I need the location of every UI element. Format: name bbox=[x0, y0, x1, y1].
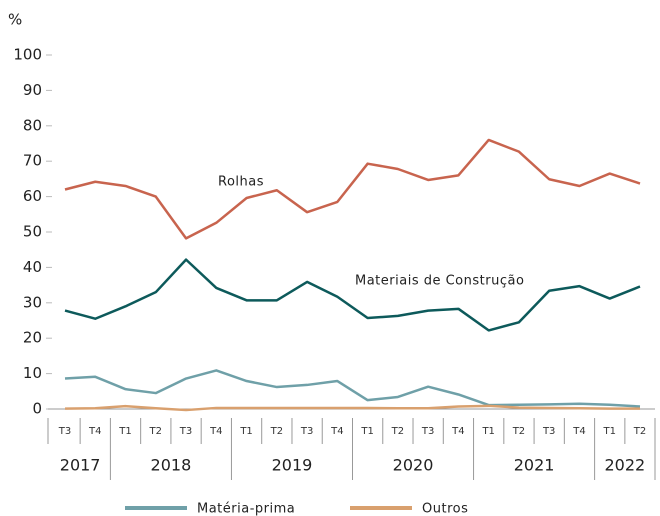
series-line bbox=[64, 404, 640, 412]
x-tick-label: T3 bbox=[179, 426, 192, 437]
x-tick-label: T1 bbox=[481, 426, 494, 437]
x-tick-label: T2 bbox=[270, 426, 283, 437]
x-tick-label: T2 bbox=[391, 426, 404, 437]
x-tick-label: T1 bbox=[602, 426, 615, 437]
y-tick-label: 50 bbox=[23, 223, 42, 241]
legend-label: Matéria-prima bbox=[197, 502, 295, 516]
x-tick-label: T1 bbox=[118, 426, 131, 437]
year-label: 2021 bbox=[514, 456, 555, 475]
y-tick-label: 90 bbox=[23, 81, 42, 99]
x-tick-label: T4 bbox=[330, 426, 343, 437]
y-tick-label: 30 bbox=[23, 293, 42, 311]
x-tick-label: T2 bbox=[633, 426, 646, 437]
x-tick-label: T4 bbox=[88, 426, 101, 437]
year-label: 2022 bbox=[605, 456, 646, 475]
y-axis-label: % bbox=[8, 11, 22, 29]
series-line bbox=[64, 369, 641, 408]
series-line bbox=[64, 258, 641, 332]
year-label: 2019 bbox=[272, 456, 313, 475]
x-tick-label: T1 bbox=[239, 426, 252, 437]
y-tick-label: 60 bbox=[23, 187, 42, 205]
year-label: 2020 bbox=[393, 456, 434, 475]
x-tick-label: T4 bbox=[572, 426, 585, 437]
y-tick-label: 0 bbox=[32, 400, 42, 418]
x-tick-label: T3 bbox=[421, 426, 434, 437]
y-tick-label: 10 bbox=[23, 364, 42, 382]
series-label: Rolhas bbox=[218, 175, 264, 190]
x-tick-label: T2 bbox=[149, 426, 162, 437]
year-label: 2018 bbox=[151, 456, 192, 475]
x-tick-label: T1 bbox=[360, 426, 373, 437]
x-tick-label: T3 bbox=[542, 426, 555, 437]
y-tick-label: 80 bbox=[23, 116, 42, 134]
year-label: 2017 bbox=[60, 456, 101, 475]
x-tick-label: T4 bbox=[209, 426, 222, 437]
y-tick-label: 40 bbox=[23, 258, 42, 276]
x-tick-label: T3 bbox=[58, 426, 71, 437]
y-tick-label: 20 bbox=[23, 329, 42, 347]
x-tick-label: T3 bbox=[300, 426, 313, 437]
x-tick-label: T4 bbox=[451, 426, 464, 437]
legend-label: Outros bbox=[422, 502, 468, 516]
y-tick-label: 70 bbox=[23, 152, 42, 170]
y-tick-label: 100 bbox=[13, 46, 42, 64]
series-label: Materiais de Construção bbox=[355, 274, 524, 289]
x-tick-label: T2 bbox=[512, 426, 525, 437]
series-line bbox=[64, 138, 641, 240]
